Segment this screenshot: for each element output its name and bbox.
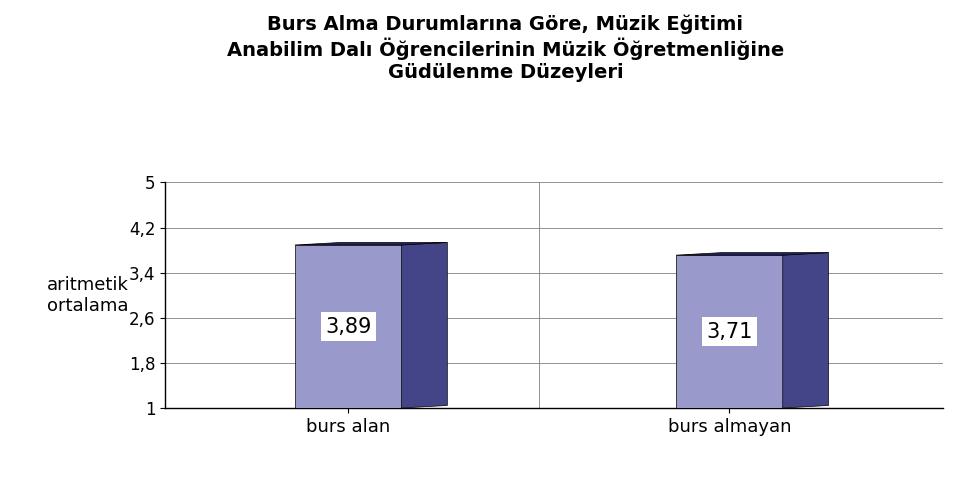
Polygon shape xyxy=(676,252,828,255)
Bar xyxy=(295,245,401,408)
Bar xyxy=(676,255,782,408)
Polygon shape xyxy=(401,242,447,408)
Polygon shape xyxy=(782,252,828,408)
Polygon shape xyxy=(295,242,447,245)
Y-axis label: aritmetik
ortalama: aritmetik ortalama xyxy=(47,276,128,314)
Text: 3,89: 3,89 xyxy=(325,316,371,336)
Text: 3,71: 3,71 xyxy=(707,322,752,342)
Text: Burs Alma Durumlarına Göre, Müzik Eğitimi
Anabilim Dalı Öğrencilerinin Müzik Öğr: Burs Alma Durumlarına Göre, Müzik Eğitim… xyxy=(226,14,784,82)
